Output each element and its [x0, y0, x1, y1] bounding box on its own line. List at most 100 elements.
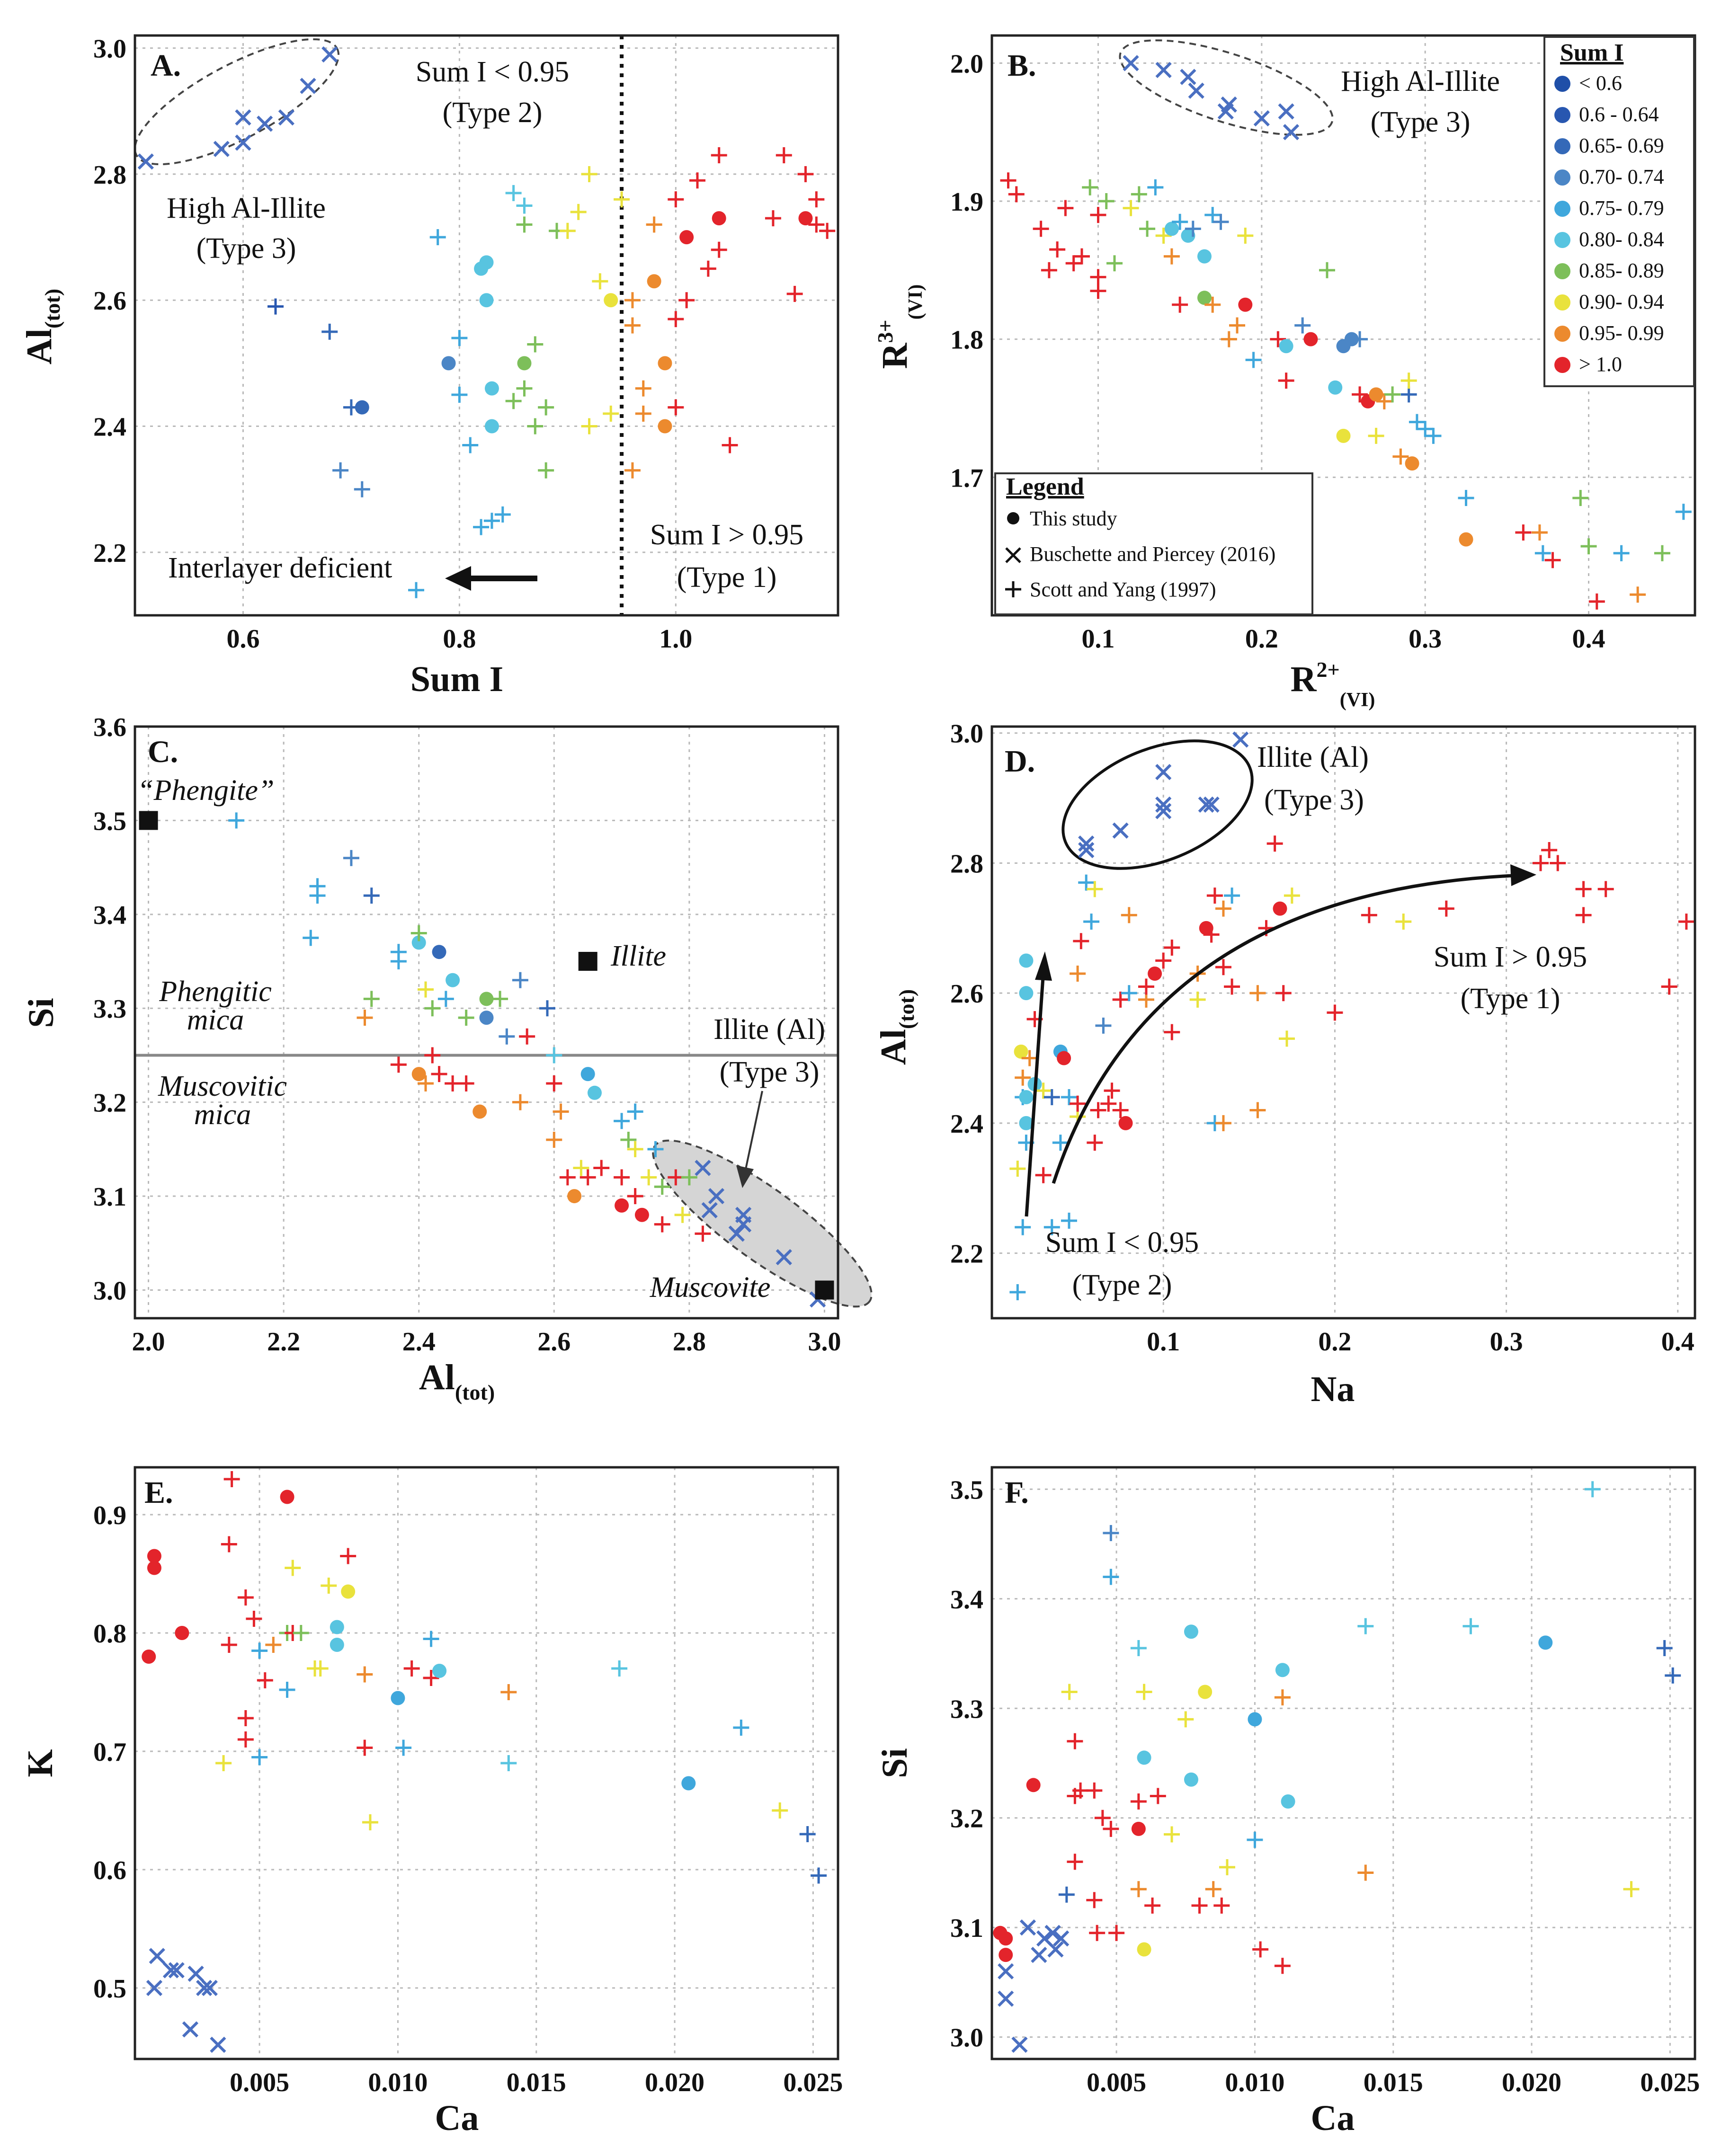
data-point-x [1155, 796, 1172, 813]
annotation-type3-line1: Illite (Al) [1257, 741, 1369, 773]
data-point-plus [237, 1731, 254, 1748]
data-point-plus [614, 1113, 630, 1129]
x-axis-label-main: Al [419, 1357, 455, 1397]
data-point-plus [1086, 1782, 1103, 1799]
data-point-plus [668, 399, 684, 416]
data-point-plus [505, 393, 522, 409]
data-point-circle [280, 1490, 294, 1504]
sum-i-legend: Sum I < 0.6 0.6 - 0.64 0.65- 0.69 0.70- 0.7… [1543, 36, 1695, 387]
data-point-circle [1369, 387, 1383, 402]
data-point-circle [411, 1067, 426, 1082]
sum-i-legend-label: 0.90- 0.94 [1579, 290, 1664, 313]
x-axis-label-sup: 2+ [1317, 657, 1340, 682]
data-point-plus [1654, 545, 1670, 561]
x-tick-label: 0.6 [226, 624, 259, 654]
data-point-plus [390, 944, 407, 960]
data-point-plus [246, 1611, 262, 1627]
y-tick-label: 3.0 [950, 2023, 983, 2053]
data-point-plus [581, 418, 597, 435]
data-point-plus [559, 222, 576, 239]
data-point-plus [519, 1028, 535, 1045]
data-point-circle [1057, 1051, 1071, 1065]
data-point-circle [517, 356, 532, 371]
y-axis-label: R3+ (VI) [873, 284, 927, 369]
data-point-plus [1531, 524, 1548, 541]
data-point-plus [1073, 933, 1089, 949]
endmember-square [139, 811, 158, 830]
x-tick-label: 0.2 [1245, 624, 1278, 654]
data-point-circle [679, 230, 694, 245]
annotation-type3-line1: High Al-Illite [167, 192, 326, 224]
data-point-plus [1661, 978, 1677, 995]
data-point-circle [567, 1189, 582, 1204]
data-point-x [235, 134, 251, 151]
endmember-square [578, 952, 597, 971]
data-point-circle [615, 1198, 629, 1213]
data-point-plus [668, 1169, 684, 1186]
data-point-plus [1588, 593, 1605, 610]
data-point-x [1155, 803, 1172, 819]
data-point-circle [432, 1664, 447, 1678]
x-tick-label: 0.020 [1502, 2068, 1561, 2097]
data-point-circle [1459, 532, 1473, 547]
data-point-plus [1584, 1481, 1601, 1498]
annotation-type3-line2: (Type 3) [1371, 106, 1471, 138]
data-point-circle [999, 1931, 1013, 1946]
data-point-plus [1384, 386, 1401, 403]
data-point-plus [403, 1660, 420, 1677]
sum-i-legend-label: 0.95- 0.99 [1579, 321, 1664, 345]
data-point-x [162, 1962, 179, 1979]
data-point-plus [1544, 552, 1561, 568]
data-point-x [776, 1249, 792, 1266]
data-point-plus [1089, 1925, 1106, 1941]
data-point-plus [417, 981, 434, 998]
svg-text:R3+(VI): R3+ (VI) [873, 284, 927, 369]
data-point-plus [1065, 255, 1082, 272]
data-point-plus [512, 972, 528, 988]
data-point-plus [1121, 985, 1137, 1002]
data-point-plus [1266, 835, 1283, 852]
x-axis-label: Ca [435, 2098, 479, 2138]
data-point-plus [223, 1471, 240, 1487]
data-point-plus [1675, 504, 1692, 520]
y-tick-label: 2.4 [950, 1109, 983, 1139]
y-tick-label: 2.6 [950, 979, 983, 1009]
data-point-circle [1405, 456, 1419, 471]
data-point-plus [1275, 985, 1292, 1002]
sum-i-legend-items: < 0.6 0.6 - 0.64 0.65- 0.69 0.70- 0.74 0.75-… [1554, 71, 1664, 376]
data-point-plus [668, 191, 684, 208]
data-point-plus [1623, 1881, 1640, 1898]
data-point-plus [312, 1660, 329, 1677]
data-point-plus [1215, 1115, 1231, 1131]
panel-a-ticks: 0.6 0.8 1.0 2.2 2.4 2.6 2.8 3.0 [93, 35, 692, 654]
data-point-plus [627, 1141, 643, 1157]
data-point-plus [646, 216, 662, 233]
annotation-type1-line2: (Type 1) [677, 561, 777, 594]
data-point-plus [1108, 1925, 1125, 1941]
data-point-circle [1275, 1663, 1290, 1677]
data-point-plus [1052, 1135, 1069, 1151]
data-point-plus [1215, 959, 1231, 976]
data-point-circle [1137, 1750, 1151, 1765]
data-point-circle [1014, 1044, 1028, 1059]
data-point-plus [237, 1710, 254, 1726]
data-point-plus [627, 1103, 643, 1120]
data-point-plus [293, 1625, 309, 1641]
panel-label: E. [144, 1475, 173, 1510]
data-point-plus [1575, 907, 1592, 923]
data-point-plus [1392, 448, 1409, 465]
sum-i-legend-swatch [1554, 138, 1570, 154]
svg-text:Al(tot): Al(tot) [874, 989, 918, 1065]
data-point-plus [1058, 1886, 1075, 1903]
y-tick-label: 0.7 [93, 1738, 126, 1767]
y-tick-label: 2.8 [950, 849, 983, 878]
data-point-plus [611, 1660, 628, 1677]
data-point-x [201, 1979, 218, 1996]
y-tick-label: 3.3 [950, 1695, 983, 1724]
data-point-circle [1019, 986, 1034, 1001]
data-point-plus [797, 166, 814, 182]
data-point-plus [1185, 221, 1201, 237]
sum-i-legend-label: 0.85- 0.89 [1579, 259, 1664, 282]
data-point-x [1198, 796, 1214, 813]
